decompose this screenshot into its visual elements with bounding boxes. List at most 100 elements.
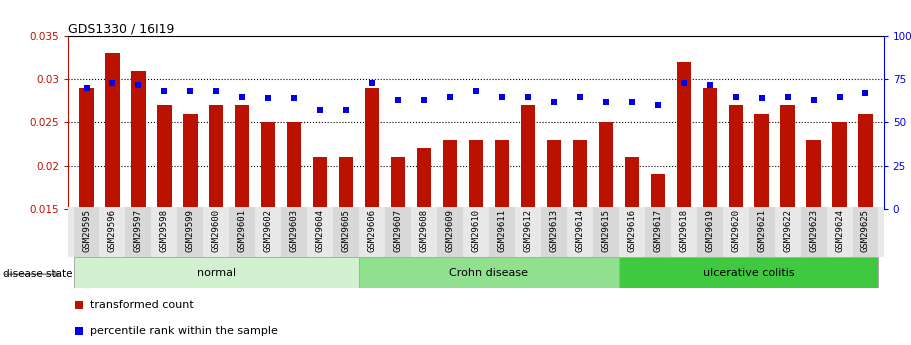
Bar bbox=[599, 122, 613, 209]
Bar bbox=[547, 140, 561, 209]
Bar bbox=[333, 207, 359, 257]
Text: GSM29623: GSM29623 bbox=[809, 208, 818, 252]
Text: GSM29614: GSM29614 bbox=[576, 208, 584, 252]
Bar bbox=[722, 207, 749, 257]
Bar bbox=[99, 207, 126, 257]
Bar bbox=[210, 105, 223, 209]
Bar bbox=[287, 122, 302, 209]
Text: GSM29611: GSM29611 bbox=[497, 208, 507, 252]
Bar bbox=[391, 157, 405, 209]
Text: GSM29613: GSM29613 bbox=[549, 208, 558, 252]
Text: GSM29602: GSM29602 bbox=[264, 208, 272, 252]
Text: normal: normal bbox=[197, 268, 236, 277]
Text: GSM29608: GSM29608 bbox=[420, 208, 428, 252]
Text: GSM29609: GSM29609 bbox=[445, 208, 455, 252]
Bar bbox=[339, 157, 353, 209]
Bar bbox=[281, 207, 307, 257]
Text: transformed count: transformed count bbox=[90, 300, 194, 310]
Bar bbox=[619, 207, 645, 257]
Text: GSM29625: GSM29625 bbox=[861, 208, 870, 252]
Text: GSM29605: GSM29605 bbox=[342, 208, 351, 252]
Bar bbox=[806, 140, 821, 209]
Bar bbox=[313, 157, 327, 209]
Bar bbox=[650, 174, 665, 209]
Bar bbox=[158, 105, 171, 209]
Bar bbox=[801, 207, 826, 257]
Bar bbox=[359, 257, 619, 288]
Text: GSM29621: GSM29621 bbox=[757, 208, 766, 252]
Text: GSM29615: GSM29615 bbox=[601, 208, 610, 252]
Bar bbox=[235, 105, 250, 209]
Bar bbox=[853, 207, 878, 257]
Text: GSM29603: GSM29603 bbox=[290, 208, 299, 252]
Bar bbox=[833, 122, 846, 209]
Bar bbox=[645, 207, 670, 257]
Text: ulcerative colitis: ulcerative colitis bbox=[702, 268, 794, 277]
Text: GSM29601: GSM29601 bbox=[238, 208, 247, 252]
Bar bbox=[417, 148, 431, 209]
Bar bbox=[521, 105, 535, 209]
Bar bbox=[781, 105, 794, 209]
Text: GSM29595: GSM29595 bbox=[82, 208, 91, 252]
Bar bbox=[619, 257, 878, 288]
Bar bbox=[567, 207, 593, 257]
Text: GSM29604: GSM29604 bbox=[316, 208, 324, 252]
Bar bbox=[463, 207, 489, 257]
Bar bbox=[697, 207, 722, 257]
Bar bbox=[774, 207, 801, 257]
Text: GSM29597: GSM29597 bbox=[134, 208, 143, 252]
Text: GSM29598: GSM29598 bbox=[160, 208, 169, 252]
Bar bbox=[670, 207, 697, 257]
Bar bbox=[625, 157, 639, 209]
Bar bbox=[359, 207, 385, 257]
Text: GSM29618: GSM29618 bbox=[680, 208, 688, 252]
Text: GSM29606: GSM29606 bbox=[368, 208, 376, 252]
Text: GSM29600: GSM29600 bbox=[212, 208, 220, 252]
Bar bbox=[131, 71, 146, 209]
Text: GSM29610: GSM29610 bbox=[472, 208, 480, 252]
Text: GSM29617: GSM29617 bbox=[653, 208, 662, 252]
Bar bbox=[365, 88, 379, 209]
Bar bbox=[74, 257, 359, 288]
Bar bbox=[729, 105, 742, 209]
Bar bbox=[230, 207, 255, 257]
Text: disease state: disease state bbox=[3, 269, 72, 279]
Text: GDS1330 / 16I19: GDS1330 / 16I19 bbox=[68, 22, 175, 35]
Bar bbox=[385, 207, 411, 257]
Bar bbox=[469, 140, 483, 209]
Text: GSM29616: GSM29616 bbox=[628, 208, 636, 252]
Bar bbox=[106, 53, 119, 209]
Bar bbox=[754, 114, 769, 209]
Bar bbox=[541, 207, 567, 257]
Bar bbox=[495, 140, 509, 209]
Text: GSM29599: GSM29599 bbox=[186, 208, 195, 252]
Text: GSM29624: GSM29624 bbox=[835, 208, 844, 252]
Bar bbox=[79, 88, 94, 209]
Text: GSM29612: GSM29612 bbox=[524, 208, 532, 252]
Bar bbox=[702, 88, 717, 209]
Text: GSM29619: GSM29619 bbox=[705, 208, 714, 252]
Bar bbox=[307, 207, 333, 257]
Bar bbox=[677, 62, 691, 209]
Bar bbox=[178, 207, 203, 257]
Bar bbox=[74, 207, 99, 257]
Bar bbox=[443, 140, 457, 209]
Bar bbox=[437, 207, 463, 257]
Bar bbox=[203, 207, 230, 257]
Text: GSM29596: GSM29596 bbox=[108, 208, 117, 252]
Bar bbox=[858, 114, 873, 209]
Text: GSM29622: GSM29622 bbox=[783, 208, 792, 252]
Text: Crohn disease: Crohn disease bbox=[449, 268, 528, 277]
Bar bbox=[183, 114, 198, 209]
Text: percentile rank within the sample: percentile rank within the sample bbox=[90, 326, 278, 336]
Bar bbox=[151, 207, 178, 257]
Bar bbox=[573, 140, 587, 209]
Text: GSM29620: GSM29620 bbox=[732, 208, 740, 252]
Bar bbox=[515, 207, 541, 257]
Bar bbox=[749, 207, 774, 257]
Bar bbox=[593, 207, 619, 257]
Bar bbox=[261, 122, 275, 209]
Bar bbox=[489, 207, 515, 257]
Bar bbox=[411, 207, 437, 257]
Bar bbox=[255, 207, 281, 257]
